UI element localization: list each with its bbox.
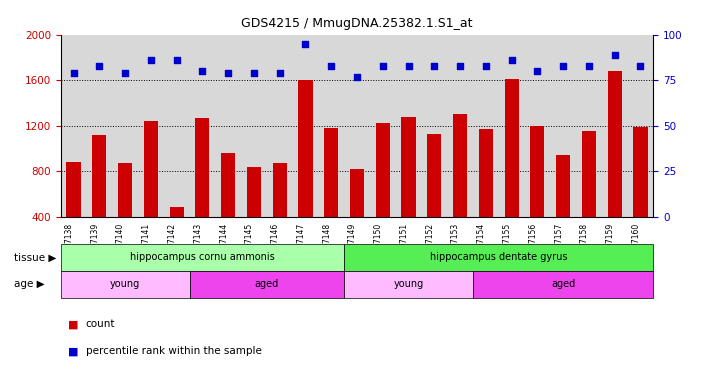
Point	[68, 70, 79, 76]
Text: tissue ▶: tissue ▶	[14, 252, 56, 262]
Bar	[118, 163, 132, 217]
Text: GDS4215 / MmugDNA.25382.1.S1_at: GDS4215 / MmugDNA.25382.1.S1_at	[241, 17, 473, 30]
Text: ■: ■	[68, 319, 79, 329]
Bar	[344, 271, 473, 298]
Point	[635, 63, 646, 69]
Point	[326, 63, 337, 69]
Bar	[376, 124, 390, 217]
Point	[119, 70, 131, 76]
Text: young: young	[393, 279, 423, 289]
Bar	[221, 153, 235, 217]
Text: ■: ■	[68, 346, 79, 356]
Point	[196, 68, 208, 74]
Bar	[61, 271, 189, 298]
Bar	[608, 71, 622, 217]
Bar	[473, 271, 653, 298]
Text: age ▶: age ▶	[14, 279, 45, 289]
Bar	[633, 127, 648, 217]
Bar	[66, 162, 81, 217]
Bar	[61, 244, 344, 271]
Text: hippocampus cornu ammonis: hippocampus cornu ammonis	[130, 252, 275, 262]
Text: count: count	[86, 319, 115, 329]
Bar	[344, 244, 653, 271]
Bar	[453, 114, 467, 217]
Point	[145, 57, 156, 63]
Bar	[582, 131, 596, 217]
Point	[558, 63, 569, 69]
Point	[377, 63, 388, 69]
Bar	[427, 134, 441, 217]
Point	[248, 70, 260, 76]
Bar	[247, 167, 261, 217]
Point	[223, 70, 234, 76]
Bar	[505, 79, 518, 217]
Bar	[169, 207, 183, 217]
Text: young: young	[110, 279, 140, 289]
Point	[274, 70, 286, 76]
Text: aged: aged	[255, 279, 279, 289]
Point	[428, 63, 440, 69]
Point	[403, 63, 414, 69]
Point	[351, 73, 363, 79]
Point	[480, 63, 491, 69]
Bar	[324, 128, 338, 217]
Bar	[350, 169, 364, 217]
Bar	[196, 118, 209, 217]
Bar	[273, 163, 287, 217]
Text: hippocampus dentate gyrus: hippocampus dentate gyrus	[430, 252, 568, 262]
Bar	[479, 129, 493, 217]
Point	[94, 63, 105, 69]
Point	[300, 41, 311, 47]
Bar	[189, 271, 344, 298]
Bar	[298, 80, 313, 217]
Point	[506, 57, 518, 63]
Point	[454, 63, 466, 69]
Point	[171, 57, 182, 63]
Point	[583, 63, 595, 69]
Text: percentile rank within the sample: percentile rank within the sample	[86, 346, 261, 356]
Text: aged: aged	[551, 279, 575, 289]
Point	[609, 51, 620, 58]
Point	[532, 68, 543, 74]
Bar	[531, 126, 545, 217]
Bar	[556, 156, 570, 217]
Bar	[144, 121, 158, 217]
Bar	[401, 117, 416, 217]
Bar	[92, 135, 106, 217]
